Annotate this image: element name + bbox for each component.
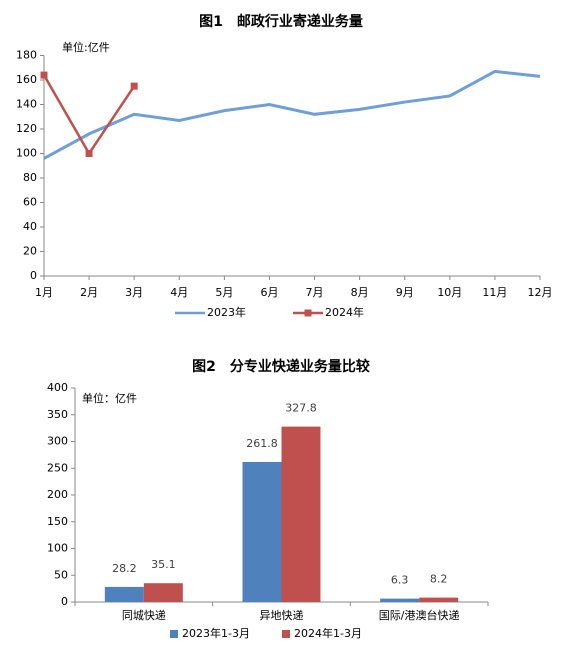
x-tick-label: 9月 <box>396 286 414 299</box>
bar <box>143 583 183 602</box>
legend-swatch <box>282 630 290 638</box>
bar <box>281 426 321 602</box>
y-tick-label: 80 <box>23 171 37 184</box>
x-tick-label: 同城快递 <box>122 608 166 622</box>
data-label: 35.1 <box>151 558 176 571</box>
x-tick-label: 1月 <box>35 286 53 299</box>
y-tick-label: 120 <box>16 122 37 135</box>
unit-label: 单位：亿件 <box>82 391 137 405</box>
marker <box>85 150 93 157</box>
y-tick-label: 180 <box>16 49 37 62</box>
bar <box>242 461 282 602</box>
y-tick-label: 60 <box>23 196 37 209</box>
legend-marker <box>304 309 312 317</box>
y-tick-label: 0 <box>30 269 37 282</box>
unit-label: 单位:亿件 <box>62 40 110 54</box>
data-label: 327.8 <box>285 402 317 415</box>
bar <box>104 586 144 602</box>
y-tick-label: 160 <box>16 73 37 86</box>
y-tick-label: 40 <box>23 220 37 233</box>
x-tick-label: 12月 <box>528 286 553 299</box>
x-tick-label: 3月 <box>125 286 143 299</box>
chart-title: 图1 邮政行业寄递业务量 <box>199 13 363 30</box>
x-tick-label: 8月 <box>351 286 369 299</box>
y-tick-label: 350 <box>47 408 68 421</box>
x-tick-label: 国际/港澳台快递 <box>379 608 460 622</box>
y-tick-label: 100 <box>16 147 37 160</box>
data-label: 8.2 <box>430 573 448 586</box>
y-tick-label: 400 <box>47 381 68 394</box>
data-label: 261.8 <box>246 437 278 450</box>
x-tick-label: 6月 <box>260 286 278 299</box>
x-tick-label: 2月 <box>80 286 98 299</box>
y-tick-label: 300 <box>47 435 68 448</box>
x-tick-label: 11月 <box>482 286 507 299</box>
y-tick-label: 100 <box>47 542 68 555</box>
y-tick-label: 0 <box>61 595 68 608</box>
chart-title: 图2 分专业快递业务量比较 <box>192 358 370 375</box>
bar <box>419 597 459 602</box>
y-tick-label: 140 <box>16 98 37 111</box>
data-label: 28.2 <box>112 562 137 575</box>
y-tick-label: 50 <box>54 568 68 581</box>
data-label: 6.3 <box>391 574 409 587</box>
marker <box>130 82 138 90</box>
x-tick-label: 5月 <box>215 286 233 299</box>
legend-label: 2024年 <box>325 305 364 319</box>
legend-swatch <box>170 630 178 638</box>
bar <box>380 598 420 602</box>
x-tick-label: 7月 <box>306 286 324 299</box>
legend-label: 2023年 <box>207 305 246 319</box>
x-tick-label: 4月 <box>170 286 188 299</box>
x-tick-label: 异地快递 <box>260 608 304 622</box>
marker <box>40 71 48 79</box>
line <box>42 74 136 156</box>
line <box>43 69 541 160</box>
y-tick-label: 20 <box>23 245 37 258</box>
y-tick-label: 200 <box>47 488 68 501</box>
legend-label: 2023年1-3月 <box>182 626 250 640</box>
y-tick-label: 250 <box>47 461 68 474</box>
y-tick-label: 150 <box>47 515 68 528</box>
legend-label: 2024年1-3月 <box>294 626 362 640</box>
x-tick-label: 10月 <box>437 286 462 299</box>
